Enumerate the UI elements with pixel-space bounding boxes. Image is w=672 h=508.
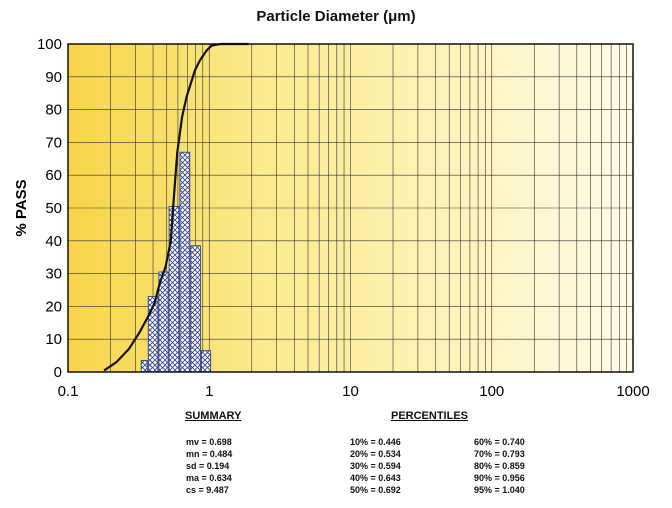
y-tick-label: 100 — [37, 36, 62, 53]
y-tick-label: 90 — [45, 69, 62, 86]
cumulative-curve — [103, 42, 249, 372]
percentile-item: 80% = 0.859 — [474, 461, 525, 471]
histogram-bar — [200, 350, 212, 373]
histogram-bar — [158, 271, 169, 373]
x-axis-ticks: 0.1 1 10 100 1000 — [58, 383, 650, 400]
percentile-item: 95% = 1.040 — [474, 485, 525, 495]
percentile-item: 30% = 0.594 — [350, 461, 401, 471]
plot-frame — [67, 43, 634, 373]
histogram-bar — [179, 151, 191, 373]
percentile-item: 10% = 0.446 — [350, 437, 401, 447]
x-tick-label: 10 — [342, 383, 359, 400]
y-tick-label: 60 — [45, 167, 62, 184]
summary-item: cs = 9.487 — [186, 485, 229, 495]
percentile-item: 90% = 0.956 — [474, 473, 525, 483]
y-tick-label: 50 — [45, 200, 62, 217]
x-tick-label: 0.1 — [58, 383, 79, 400]
chart-title: Particle Diameter (μm) — [256, 8, 416, 25]
y-tick-label: 70 — [45, 134, 62, 151]
x-tick-label: 1000 — [616, 383, 649, 400]
y-tick-label: 30 — [45, 266, 62, 283]
y-axis-label: % PASS — [13, 179, 30, 236]
histogram-bar — [190, 245, 201, 373]
percentile-item: 60% = 0.740 — [474, 437, 525, 447]
y-tick-label: 40 — [45, 233, 62, 250]
summary-item: mv = 0.698 — [186, 437, 232, 447]
percentile-item: 70% = 0.793 — [474, 449, 525, 459]
percentiles-heading: PERCENTILES — [391, 410, 469, 422]
summary-item: mn = 0.484 — [186, 449, 233, 459]
percentile-item: 40% = 0.643 — [350, 473, 401, 483]
y-tick-label: 80 — [45, 102, 62, 119]
x-tick-label: 1 — [205, 383, 213, 400]
y-tick-label: 10 — [45, 331, 62, 348]
chart-plot: 0 10 20 30 40 50 60 70 80 90 100 0.1 1 10 100 1000 % P… — [13, 36, 650, 400]
histogram-bar — [140, 360, 148, 373]
summary-heading: SUMMARY — [185, 410, 242, 422]
y-tick-label: 0 — [54, 364, 62, 381]
y-tick-label: 20 — [45, 298, 62, 315]
percentile-item: 50% = 0.692 — [350, 485, 401, 495]
summary-item: ma = 0.634 — [186, 473, 232, 483]
summary-item: sd = 0.194 — [186, 461, 230, 471]
percentile-item: 20% = 0.534 — [350, 449, 401, 459]
y-axis-ticks: 0 10 20 30 40 50 60 70 80 90 100 — [37, 36, 62, 381]
x-tick-label: 100 — [479, 383, 504, 400]
